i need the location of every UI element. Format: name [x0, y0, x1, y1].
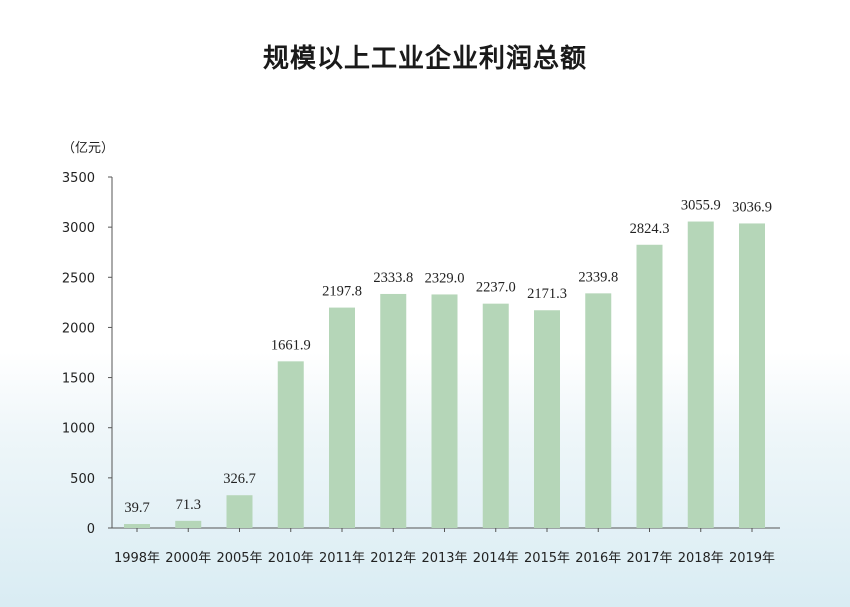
x-tick-label: 2018年	[678, 551, 724, 566]
x-tick-label: 2011年	[319, 551, 365, 566]
x-tick-label: 2012年	[370, 551, 416, 566]
chart-title: 规模以上工业企业利润总额	[262, 44, 587, 74]
x-tick-label: 2010年	[268, 551, 314, 566]
bar	[534, 310, 560, 528]
y-tick-label: 1000	[62, 422, 95, 437]
y-axis-unit-label: （亿元）	[62, 141, 114, 156]
y-tick-label: 1500	[62, 372, 95, 387]
y-tick-label: 500	[70, 472, 95, 487]
x-tick-label: 2013年	[421, 551, 467, 566]
bar	[636, 244, 663, 528]
bar	[380, 293, 407, 528]
x-tick-label: 2014年	[473, 551, 519, 566]
data-label: 2333.8	[373, 270, 413, 286]
bar	[431, 294, 458, 528]
y-tick-label: 0	[87, 522, 95, 537]
x-tick-label: 2016年	[575, 551, 621, 566]
data-label: 326.7	[223, 471, 256, 487]
bar	[739, 223, 765, 528]
x-tick-label: 2005年	[216, 551, 262, 566]
axes: 0 500 1000 1500 2000 2500 3000 3500 1998年 2000年 20…	[62, 171, 780, 566]
bar	[329, 307, 355, 528]
bar	[226, 495, 253, 528]
x-tick-label: 2017年	[626, 551, 672, 566]
x-tick-label: 2015年	[524, 551, 570, 566]
data-labels: 39.7 71.3 326.7 1661.9 2197.8 2333.8 2329.0 223…	[124, 198, 772, 516]
bar	[124, 524, 150, 528]
data-label: 71.3	[176, 497, 201, 513]
bar	[687, 221, 714, 529]
bars	[124, 221, 765, 529]
bar	[175, 520, 202, 528]
bar	[585, 293, 612, 528]
data-label: 1661.9	[271, 337, 311, 353]
data-label: 2171.3	[527, 286, 567, 302]
data-label: 3055.9	[681, 198, 721, 214]
data-label: 2339.8	[578, 269, 618, 285]
bar	[482, 303, 509, 528]
data-label: 2197.8	[322, 284, 362, 300]
data-label: 2329.0	[425, 270, 465, 286]
data-label: 2824.3	[630, 221, 670, 237]
bar	[277, 361, 304, 528]
data-label: 3036.9	[732, 199, 772, 215]
y-tick-label: 3500	[62, 171, 95, 186]
x-tick-label: 2019年	[729, 551, 775, 566]
x-tick-label: 1998年	[114, 551, 160, 566]
x-tick-label: 2000年	[165, 551, 211, 566]
y-tick-label: 2500	[62, 271, 95, 286]
y-tick-label: 2000	[62, 321, 95, 336]
y-tick-label: 3000	[62, 221, 95, 236]
data-label: 2237.0	[476, 280, 516, 296]
data-label: 39.7	[124, 500, 149, 516]
